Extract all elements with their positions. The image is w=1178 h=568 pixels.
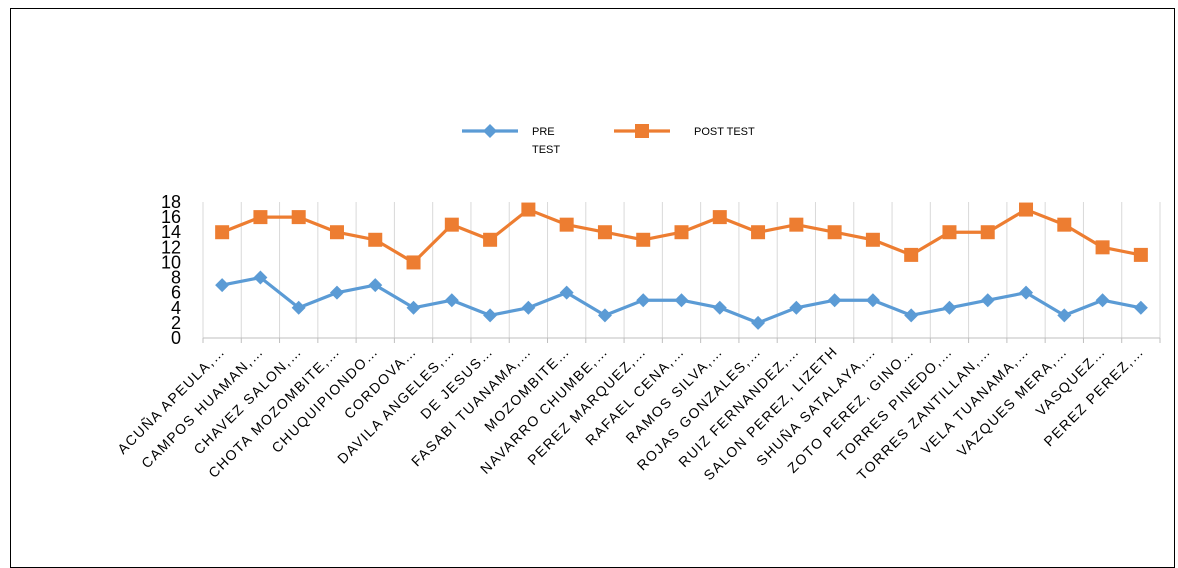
data-point (597, 225, 612, 240)
data-point (1133, 247, 1148, 262)
data-point (636, 293, 651, 308)
chart-frame (10, 8, 1175, 568)
grid-lines (202, 202, 1161, 338)
legend-label: POST TEST (694, 126, 755, 138)
data-point (521, 300, 536, 315)
data-point (904, 308, 919, 323)
data-point (1133, 300, 1148, 315)
data-point (980, 293, 995, 308)
data-point (483, 308, 498, 323)
y-tick-label: 14 (161, 222, 181, 242)
y-tick-label: 8 (171, 268, 181, 288)
y-tick-label: 6 (171, 283, 181, 303)
data-point (827, 293, 842, 308)
data-point (751, 315, 766, 330)
data-point (712, 210, 727, 225)
data-point (789, 217, 804, 232)
data-point (942, 225, 957, 240)
data-point (865, 293, 880, 308)
data-point (329, 225, 344, 240)
data-point (674, 293, 689, 308)
data-point (406, 255, 421, 270)
data-point (980, 225, 995, 240)
data-point (1019, 285, 1034, 300)
data-point (942, 300, 957, 315)
data-point (559, 217, 574, 232)
data-point (406, 300, 421, 315)
data-point (597, 308, 612, 323)
data-point (1057, 217, 1072, 232)
data-point (368, 232, 383, 247)
data-point (215, 225, 230, 240)
y-tick-label: 10 (161, 252, 181, 272)
data-point (253, 210, 268, 225)
data-point (674, 225, 689, 240)
data-point (253, 270, 268, 285)
y-tick-label: 4 (171, 298, 181, 318)
series-group (215, 202, 1148, 330)
data-point (1095, 240, 1110, 255)
data-point (827, 225, 842, 240)
data-point (559, 285, 574, 300)
y-tick-label: 16 (161, 207, 181, 227)
data-point (1057, 308, 1072, 323)
legend: PRE TEST POST TEST (462, 124, 755, 156)
data-point (215, 278, 230, 293)
legend-label: PRE (532, 126, 555, 138)
x-axis-ticks: ACUÑA APEULA,…CAMPOS HUAMAN,…CHAVEZ SALO… (114, 343, 1147, 483)
data-point (444, 293, 459, 308)
data-point (751, 225, 766, 240)
data-point (521, 202, 536, 217)
data-point (1019, 202, 1034, 217)
legend-marker (635, 124, 649, 138)
data-point (904, 247, 919, 262)
y-tick-label: 0 (171, 328, 181, 348)
data-point (1095, 293, 1110, 308)
data-point (865, 232, 880, 247)
legend-marker (483, 124, 497, 138)
data-point (291, 210, 306, 225)
axes (202, 337, 1161, 343)
data-point (291, 300, 306, 315)
y-tick-label: 12 (161, 237, 181, 257)
data-point (444, 217, 459, 232)
data-point (636, 232, 651, 247)
y-tick-label: 2 (171, 313, 181, 333)
y-tick-label: 18 (161, 192, 181, 212)
data-point (483, 232, 498, 247)
legend-label: TEST (532, 144, 560, 156)
data-point (368, 278, 383, 293)
data-point (712, 300, 727, 315)
data-point (329, 285, 344, 300)
data-point (789, 300, 804, 315)
